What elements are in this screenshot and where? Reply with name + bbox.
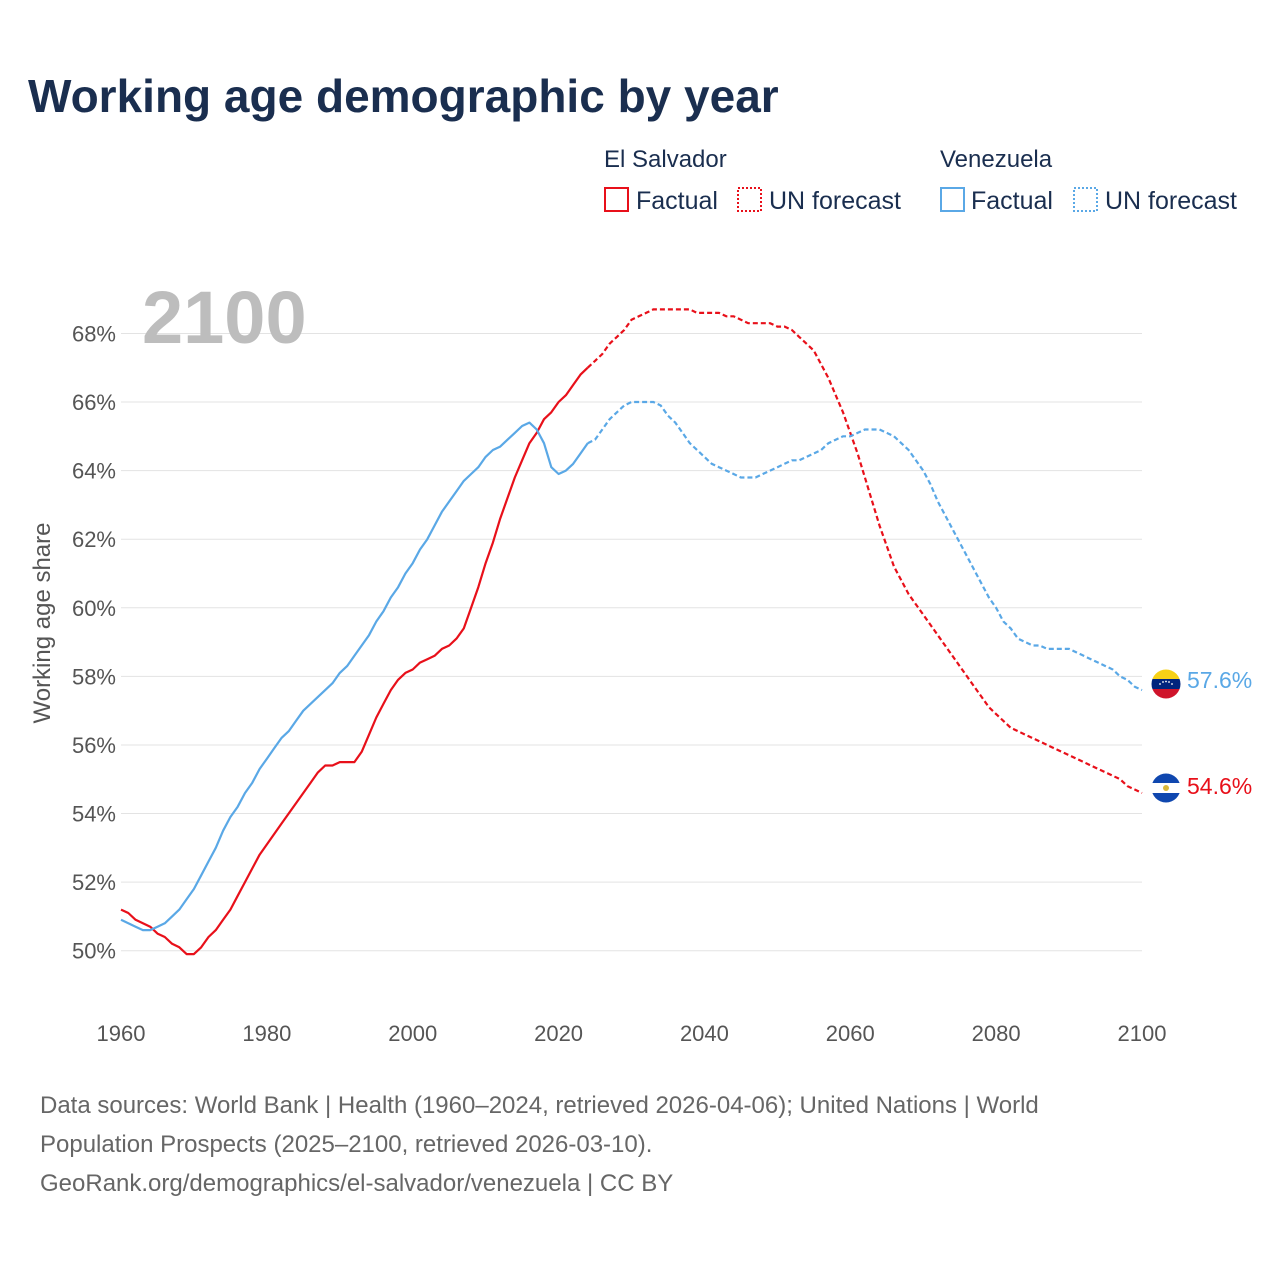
x-tick-label: 2040 xyxy=(680,1021,729,1046)
series-lines xyxy=(120,308,1143,956)
legend: El Salvador Factual UN forecast Venezuel… xyxy=(604,146,1237,215)
year-watermark: 2100 xyxy=(142,276,307,359)
legend-label-venezuela-factual: Factual xyxy=(971,187,1053,215)
x-tick-label: 2020 xyxy=(534,1021,583,1046)
source-line-3: GeoRank.org/demographics/el-salvador/ven… xyxy=(40,1170,674,1197)
source-line-2: Population Prospects (2025–2100, retriev… xyxy=(40,1131,653,1158)
y-tick-label: 60% xyxy=(72,596,116,621)
x-tick-label: 2100 xyxy=(1118,1021,1167,1046)
y-tick-label: 66% xyxy=(72,390,116,415)
y-tick-label: 54% xyxy=(72,802,116,827)
y-axis-title: Working age share xyxy=(29,523,56,724)
legend-swatch-el-salvador-factual xyxy=(604,187,629,212)
end-label-venezuela: 57.6% xyxy=(1187,667,1252,693)
y-tick-label: 58% xyxy=(72,664,116,689)
legend-swatch-el-salvador-forecast xyxy=(737,187,762,212)
legend-label-el-salvador-factual: Factual xyxy=(636,187,718,215)
line-el-salvador-forecast xyxy=(586,308,1143,794)
source-line-1: Data sources: World Bank | Health (1960–… xyxy=(40,1092,1039,1119)
grid xyxy=(121,332,1142,952)
x-tick-label: 2060 xyxy=(826,1021,875,1046)
y-tick-label: 56% xyxy=(72,733,116,758)
line-venezuela-factual xyxy=(120,421,589,932)
y-tick-label: 50% xyxy=(72,939,116,964)
x-tick-label: 2000 xyxy=(388,1021,437,1046)
legend-swatch-venezuela-factual xyxy=(940,187,965,212)
x-axis-ticks: 1960 1980 2000 2020 2040 2060 2080 2100 xyxy=(97,1021,1167,1046)
end-label-el-salvador: 54.6% xyxy=(1187,773,1252,799)
x-tick-label: 1980 xyxy=(242,1021,291,1046)
venezuela-flag-icon xyxy=(1151,669,1181,699)
legend-label-venezuela-forecast: UN forecast xyxy=(1105,187,1237,215)
line-venezuela-forecast xyxy=(587,400,1143,692)
y-axis-ticks: 50% 52% 54% 56% 58% 60% 62% 64% 66% 68% xyxy=(72,321,116,963)
legend-group-el-salvador: El Salvador xyxy=(604,146,727,173)
el-salvador-flag-icon xyxy=(1151,773,1181,803)
x-tick-label: 2080 xyxy=(972,1021,1021,1046)
source-note: Data sources: World Bank | Health (1960–… xyxy=(40,1086,1190,1203)
line-el-salvador-factual xyxy=(120,366,589,956)
y-tick-label: 64% xyxy=(72,459,116,484)
y-tick-label: 52% xyxy=(72,870,116,895)
x-tick-label: 1960 xyxy=(97,1021,146,1046)
legend-group-venezuela: Venezuela xyxy=(940,146,1053,173)
y-tick-label: 68% xyxy=(72,321,116,346)
legend-swatch-venezuela-forecast xyxy=(1073,187,1098,212)
legend-label-el-salvador-forecast: UN forecast xyxy=(769,187,901,215)
y-tick-label: 62% xyxy=(72,527,116,552)
chart-title: Working age demographic by year xyxy=(28,70,779,122)
